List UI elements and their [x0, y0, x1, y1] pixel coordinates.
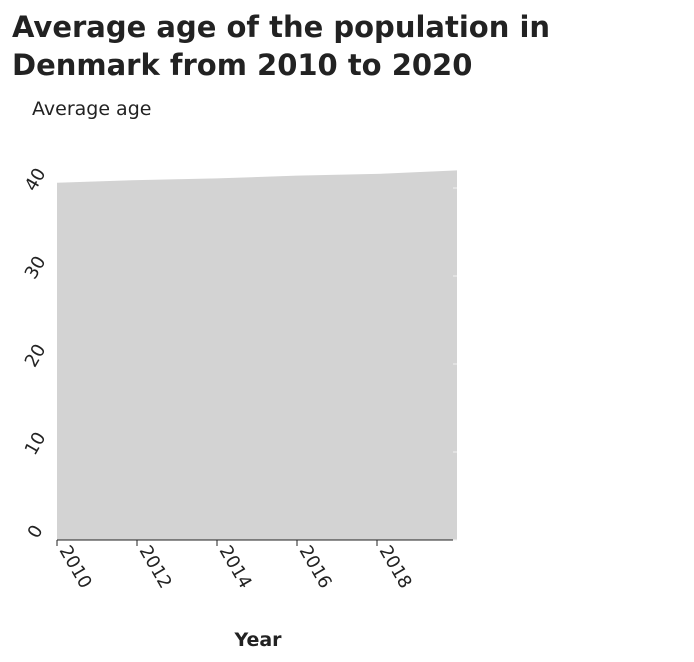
- x-tick-label: 2016: [295, 542, 336, 592]
- chart-title: Average age of the population in Denmark…: [12, 10, 551, 82]
- x-tick-label: 2014: [215, 542, 256, 592]
- x-axis-label: Year: [233, 629, 282, 651]
- x-tick-label: 2018: [375, 542, 416, 592]
- x-tick-label: 2012: [135, 542, 176, 592]
- y-tick-label: 0: [24, 522, 48, 542]
- y-tick-label: 20: [21, 341, 51, 371]
- y-axis-label: Average age: [32, 98, 151, 120]
- y-tick-label: 40: [21, 165, 51, 195]
- y-tick-label: 30: [21, 253, 51, 283]
- y-tick-label: 10: [21, 429, 51, 459]
- area-series: [57, 170, 457, 540]
- x-tick-label: 2010: [55, 542, 96, 592]
